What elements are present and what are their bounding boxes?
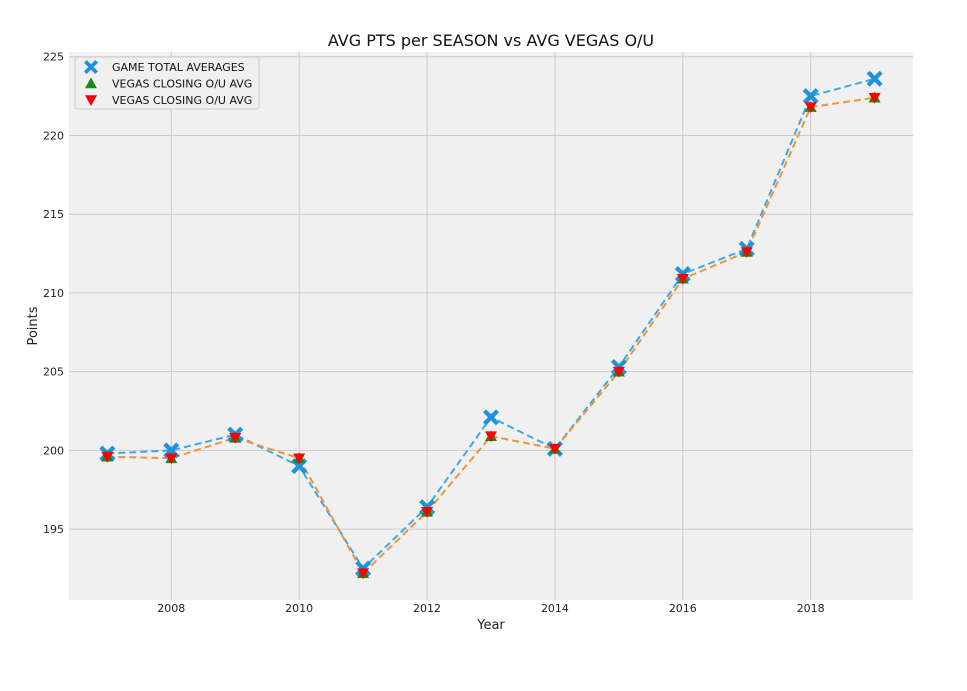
y-tick-label: 220 [43, 129, 64, 142]
triangle-down-marker [293, 453, 306, 465]
triangle-down-marker [868, 92, 881, 104]
legend: GAME TOTAL AVERAGES VEGAS CLOSING O/U AVG… [74, 56, 260, 110]
x-tick-label: 2012 [413, 602, 441, 615]
triangle-up-marker [85, 77, 97, 89]
chart-title: AVG PTS per SEASON vs AVG VEGAS O/U [328, 31, 654, 50]
x-tick-label: 2010 [285, 602, 313, 615]
triangle-down-marker [357, 568, 370, 580]
triangle-down-marker [548, 444, 561, 455]
legend-entry-label: VEGAS CLOSING O/U AVG [112, 78, 252, 91]
x-axis-ticks: 2008 2010 2012 2014 2016 2018 [157, 602, 824, 615]
y-tick-label: 215 [43, 208, 64, 221]
triangle-down-marker [740, 247, 753, 258]
triangle-down-marker [85, 95, 97, 106]
triangle-down-marker [804, 102, 817, 114]
legend-entry-label: VEGAS CLOSING O/U AVG [112, 94, 252, 107]
y-tick-label: 225 [43, 51, 64, 64]
grid [69, 52, 913, 600]
y-tick-label: 205 [43, 366, 64, 379]
triangle-down-marker [485, 431, 497, 443]
triangle-down-marker [229, 433, 242, 444]
triangle-down-marker [612, 366, 625, 378]
x-tick-label: 2008 [157, 602, 185, 615]
x-marker [483, 409, 499, 426]
triangle-down-marker [101, 451, 114, 463]
triangle-down-marker [421, 507, 434, 518]
series-markers [99, 70, 883, 580]
y-axis-ticks: 195 200 205 210 215 220 225 [43, 51, 64, 536]
plot-area [69, 52, 913, 600]
y-axis-label: Points [26, 306, 41, 345]
legend-entry-label: GAME TOTAL AVERAGES [112, 61, 245, 74]
triangle-down-marker [165, 453, 178, 465]
x-tick-label: 2014 [541, 602, 569, 615]
y-tick-label: 210 [43, 287, 64, 300]
y-tick-label: 200 [43, 444, 64, 457]
x-tick-label: 2016 [669, 602, 697, 615]
x-tick-label: 2018 [797, 602, 825, 615]
x-marker [802, 88, 819, 105]
y-tick-label: 195 [43, 523, 64, 536]
x-marker [84, 60, 98, 74]
x-axis-label: Year [476, 618, 505, 633]
triangle-down-marker [676, 273, 689, 285]
x-marker [866, 70, 883, 87]
